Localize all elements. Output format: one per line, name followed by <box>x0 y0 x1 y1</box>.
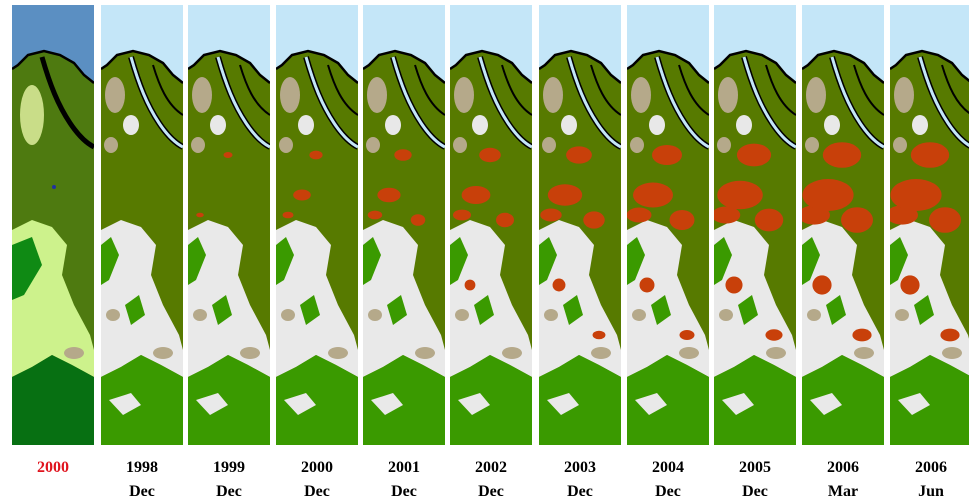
map-strip <box>276 5 358 445</box>
deforestation-patch <box>652 145 682 165</box>
panel-year: 2004 <box>652 459 684 476</box>
deforestation-patch <box>566 146 592 163</box>
map-image <box>714 5 796 445</box>
deforestation-patch <box>196 213 204 218</box>
panel-month: Dec <box>391 483 417 500</box>
deforestation-patch <box>377 188 400 203</box>
deforestation-patch <box>640 278 655 293</box>
panel-year: 2000 <box>301 459 333 476</box>
panel-month: Dec <box>216 483 242 500</box>
map-image <box>450 5 532 445</box>
panel-month: Dec <box>478 483 504 500</box>
deforestation-patch <box>725 276 742 293</box>
deforestation-patch <box>670 210 695 230</box>
deforestation-patch <box>293 190 311 201</box>
deforestation-patch <box>368 211 383 220</box>
deforestation-patch <box>633 183 673 208</box>
deforestation-patch <box>224 152 233 158</box>
deforestation-patch <box>717 181 763 210</box>
deforestation-patch <box>553 279 566 292</box>
map-image <box>12 5 94 445</box>
map-image <box>363 5 445 445</box>
deforestation-patch <box>680 330 695 340</box>
panel-month: Dec <box>567 483 593 500</box>
deforestation-patch <box>627 208 652 223</box>
deforestation-patch <box>453 210 471 221</box>
deforestation-patch <box>812 275 831 294</box>
panel-year: 2001 <box>388 459 420 476</box>
deforestation-patch <box>394 149 411 161</box>
panel-year: 1998 <box>126 459 158 476</box>
figure: 2000 1998 Dec 1999 Dec 2000 Dec 2001 Dec 2002 Dec 2… <box>0 0 969 503</box>
deforestation-patch <box>548 184 582 206</box>
deforestation-patch <box>411 214 426 226</box>
map-strip <box>450 5 532 445</box>
map-image <box>188 5 270 445</box>
deforestation-patch <box>593 331 606 340</box>
map-strip <box>712 5 796 445</box>
map-image <box>276 5 358 445</box>
deforestation-patch <box>479 148 501 162</box>
panel-month: Dec <box>655 483 681 500</box>
deforestation-patch <box>802 179 853 211</box>
panel-year: 2006 <box>827 459 859 476</box>
deforestation-patch <box>929 207 961 233</box>
panel-year: 2000 <box>37 459 69 476</box>
deforestation-patch <box>823 142 861 168</box>
map-strip <box>886 5 969 445</box>
panel-year: 2005 <box>739 459 771 476</box>
deforestation-patch <box>841 207 873 233</box>
deforestation-patch <box>283 212 294 219</box>
deforestation-patch <box>496 213 514 227</box>
deforestation-patch <box>940 329 959 342</box>
deforestation-patch <box>540 209 562 222</box>
map-strip <box>363 5 445 445</box>
panel-year: 2002 <box>475 459 507 476</box>
map-image <box>539 5 621 445</box>
deforestation-patch <box>755 209 784 232</box>
map-strip <box>627 5 710 445</box>
deforestation-patch <box>309 151 322 160</box>
panel-year: 2003 <box>564 459 596 476</box>
deforestation-patch <box>852 329 871 342</box>
map-strip <box>101 5 183 445</box>
deforestation-patch <box>765 329 782 340</box>
deforestation-patch <box>911 142 949 168</box>
map-image <box>101 5 183 445</box>
deforestation-patch <box>900 275 919 294</box>
map-strip <box>539 5 621 445</box>
deforestation-patch <box>737 144 771 167</box>
deforestation-patch <box>465 280 476 291</box>
panel-year: 1999 <box>213 459 245 476</box>
panel-month: Dec <box>742 483 768 500</box>
map-strip <box>798 5 884 445</box>
panel-month: Dec <box>129 483 155 500</box>
deforestation-patch <box>890 179 941 211</box>
map-strip <box>188 5 270 445</box>
panel-month: Jun <box>918 483 944 500</box>
panel-year: 2006 <box>915 459 947 476</box>
panel-month: Dec <box>304 483 330 500</box>
map-strip <box>12 5 94 445</box>
map-image <box>627 5 709 445</box>
deforestation-patch <box>583 211 605 228</box>
deforestation-patch <box>462 186 491 204</box>
panel-month: Mar <box>828 483 858 500</box>
